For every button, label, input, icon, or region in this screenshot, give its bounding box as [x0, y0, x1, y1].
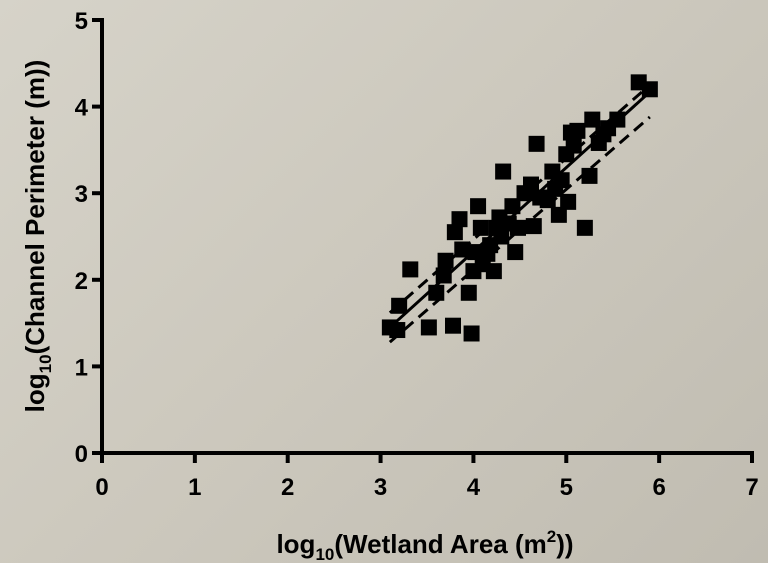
x-tick-label: 6: [652, 474, 665, 501]
x-tick-label: 2: [281, 474, 294, 501]
data-point: [451, 211, 468, 228]
data-point: [584, 111, 601, 128]
y-axis-title: log10(Channel Perimeter (m)): [20, 60, 55, 413]
data-point: [402, 261, 419, 278]
data-point: [454, 241, 471, 258]
axes: [100, 18, 754, 455]
data-point: [528, 135, 545, 152]
data-point: [525, 218, 542, 235]
data-point: [437, 252, 454, 269]
data-point: [609, 111, 626, 128]
data-point: [446, 224, 463, 241]
y-tick-label: 3: [75, 181, 88, 208]
data-point: [495, 163, 512, 180]
data-point: [576, 219, 593, 236]
x-tick-label: 1: [188, 474, 201, 501]
data-point: [507, 244, 524, 261]
x-tick-label: 0: [95, 474, 108, 501]
data-points: [381, 74, 658, 342]
data-point: [523, 176, 539, 193]
data-point: [472, 219, 489, 236]
x-axis-title: log10(Wetland Area (m2)): [276, 527, 573, 563]
x-tick-label: 7: [745, 474, 758, 501]
data-point: [391, 297, 408, 314]
data-point: [428, 284, 445, 301]
y-tick-label: 0: [75, 441, 88, 468]
x-tick-label: 3: [374, 474, 387, 501]
data-point: [560, 193, 577, 210]
y-axis-ticks: 0 1 2 3 4 5: [75, 8, 102, 468]
data-point: [389, 322, 406, 339]
data-point: [445, 317, 461, 334]
y-tick-label: 2: [75, 268, 88, 295]
y-tick-label: 4: [75, 95, 89, 122]
data-point: [467, 244, 484, 261]
x-tick-label: 5: [560, 474, 573, 501]
data-point: [435, 267, 452, 284]
data-point: [420, 319, 437, 336]
data-point: [569, 122, 586, 139]
y-tick-label: 1: [75, 354, 88, 381]
x-tick-label: 4: [467, 474, 481, 501]
data-point: [493, 228, 510, 245]
y-tick-label: 5: [75, 8, 88, 35]
data-point: [510, 219, 526, 236]
data-point: [463, 325, 480, 342]
x-axis-ticks: 0 1 2 3 4 5 6 7: [95, 453, 759, 501]
data-point: [550, 206, 567, 223]
data-point: [581, 167, 598, 184]
data-point: [641, 81, 658, 98]
data-point: [485, 263, 502, 280]
data-point: [504, 198, 521, 215]
data-point: [470, 198, 487, 215]
data-point: [460, 284, 477, 301]
data-point: [553, 172, 570, 189]
data-point: [565, 137, 582, 154]
